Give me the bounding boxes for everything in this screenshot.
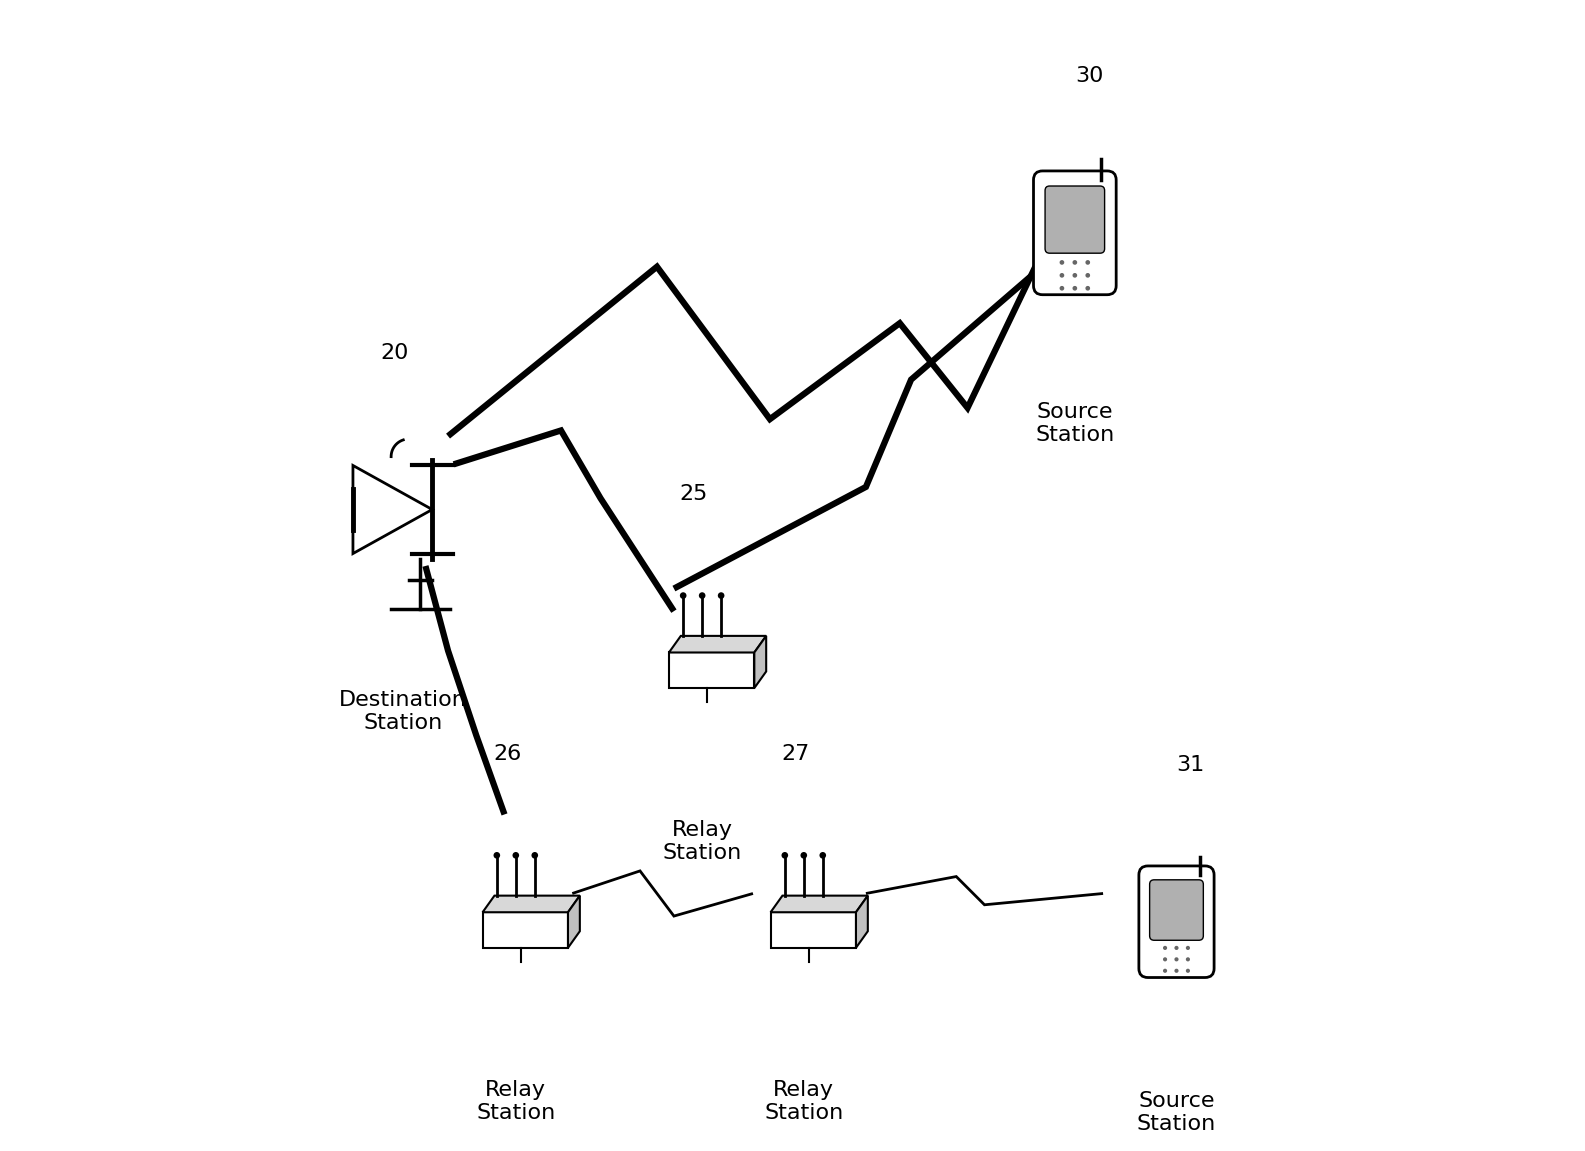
Text: 20: 20 bbox=[380, 343, 409, 363]
FancyBboxPatch shape bbox=[1149, 879, 1203, 940]
Circle shape bbox=[1073, 260, 1078, 265]
Circle shape bbox=[699, 593, 705, 599]
Circle shape bbox=[1186, 958, 1190, 961]
Circle shape bbox=[1163, 946, 1167, 950]
Polygon shape bbox=[754, 635, 766, 688]
Bar bbox=[669, 653, 754, 688]
Circle shape bbox=[1186, 969, 1190, 973]
Polygon shape bbox=[567, 895, 580, 947]
Text: Source
Station: Source Station bbox=[1035, 402, 1114, 445]
FancyBboxPatch shape bbox=[1140, 866, 1214, 977]
Circle shape bbox=[1059, 260, 1064, 265]
Circle shape bbox=[680, 593, 686, 599]
Circle shape bbox=[1073, 285, 1078, 290]
Circle shape bbox=[512, 852, 520, 859]
Circle shape bbox=[493, 852, 501, 859]
Text: Relay
Station: Relay Station bbox=[764, 1080, 843, 1123]
Circle shape bbox=[1086, 285, 1090, 290]
Circle shape bbox=[1163, 958, 1167, 961]
Text: Relay
Station: Relay Station bbox=[476, 1080, 555, 1123]
Circle shape bbox=[1059, 285, 1064, 290]
Circle shape bbox=[531, 852, 537, 859]
Circle shape bbox=[1163, 969, 1167, 973]
Text: 25: 25 bbox=[680, 483, 708, 504]
Polygon shape bbox=[770, 895, 869, 913]
Polygon shape bbox=[856, 895, 869, 947]
Text: 31: 31 bbox=[1176, 755, 1205, 775]
Circle shape bbox=[1086, 260, 1090, 265]
Polygon shape bbox=[353, 465, 433, 554]
Text: 27: 27 bbox=[781, 744, 810, 763]
Bar bbox=[770, 913, 856, 947]
Circle shape bbox=[1174, 969, 1179, 973]
Circle shape bbox=[1059, 273, 1064, 277]
Text: 30: 30 bbox=[1075, 66, 1103, 86]
Text: Relay
Station: Relay Station bbox=[663, 820, 742, 863]
Bar bbox=[482, 913, 567, 947]
FancyBboxPatch shape bbox=[1033, 171, 1116, 295]
Circle shape bbox=[1186, 946, 1190, 950]
Text: 26: 26 bbox=[493, 744, 521, 763]
Circle shape bbox=[800, 852, 807, 859]
Circle shape bbox=[1174, 958, 1179, 961]
Text: Destination
Station: Destination Station bbox=[339, 691, 468, 733]
Circle shape bbox=[718, 593, 724, 599]
Text: Source
Station: Source Station bbox=[1136, 1091, 1216, 1135]
FancyBboxPatch shape bbox=[1045, 186, 1105, 253]
Polygon shape bbox=[669, 635, 766, 653]
Circle shape bbox=[819, 852, 826, 859]
Circle shape bbox=[781, 852, 788, 859]
Circle shape bbox=[1073, 273, 1078, 277]
Polygon shape bbox=[482, 895, 580, 913]
Circle shape bbox=[1086, 273, 1090, 277]
Circle shape bbox=[1174, 946, 1179, 950]
